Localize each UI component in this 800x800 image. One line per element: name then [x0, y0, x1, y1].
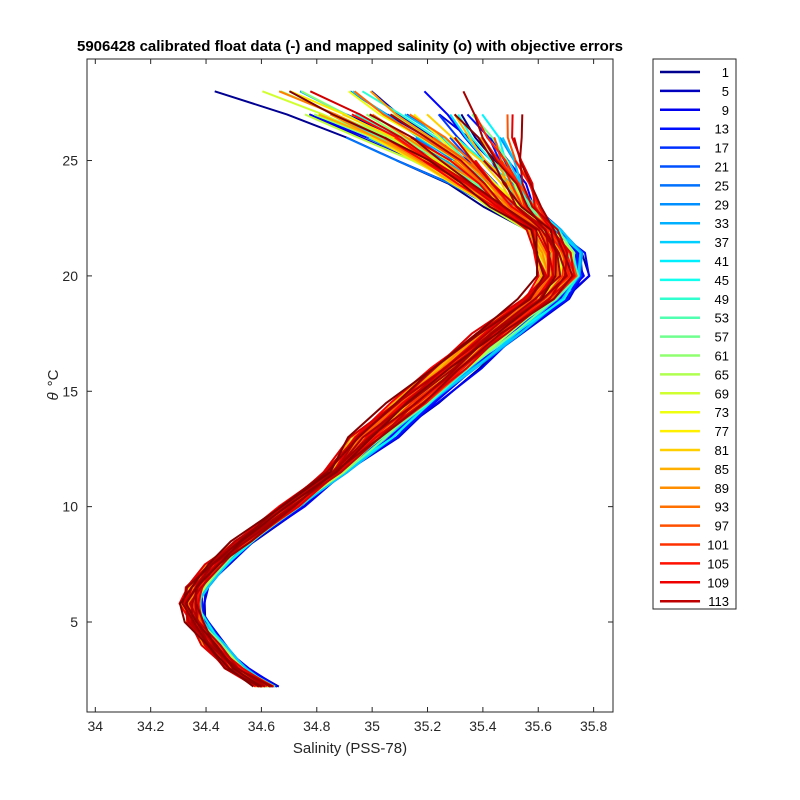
- legend-label: 49: [715, 292, 729, 307]
- legend-label: 37: [715, 235, 729, 250]
- legend-label: 85: [715, 462, 729, 477]
- legend-label: 25: [715, 178, 729, 193]
- x-tick-label: 34: [88, 718, 104, 734]
- legend-label: 33: [715, 216, 729, 231]
- legend-label: 13: [715, 122, 729, 137]
- legend-label: 109: [707, 575, 729, 590]
- legend-label: 57: [715, 330, 729, 345]
- y-axis-label-group: θ °C: [45, 369, 62, 400]
- legend-label: 1: [722, 65, 729, 80]
- legend-label: 53: [715, 311, 729, 326]
- legend-label: 93: [715, 500, 729, 515]
- legend-label: 89: [715, 481, 729, 496]
- legend-label: 69: [715, 386, 729, 401]
- y-axis-label: θ °C: [45, 369, 62, 400]
- profile-line: [179, 90, 539, 688]
- y-tick-label: 25: [62, 153, 78, 169]
- legend-label: 81: [715, 443, 729, 458]
- y-tick-label: 15: [62, 383, 78, 399]
- x-tick-label: 34.6: [248, 718, 275, 734]
- legend-label: 101: [707, 538, 729, 553]
- profile-line: [181, 113, 545, 688]
- legend-entries: 1 5 9 13 17 21 25 29 33 37 41 45 49 53 57 61 65 69 73 77 81 8…: [660, 65, 729, 609]
- x-tick-label: 35.4: [469, 718, 496, 734]
- legend-label: 41: [715, 254, 729, 269]
- legend-label: 21: [715, 160, 729, 175]
- legend-label: 105: [707, 556, 729, 571]
- y-tick-label: 20: [62, 268, 78, 284]
- legend: [652, 58, 737, 610]
- x-tick-label: 35.6: [525, 718, 552, 734]
- x-tick-label: 35.2: [414, 718, 441, 734]
- profile-line: [194, 90, 568, 688]
- plot-frame: [86, 58, 614, 713]
- x-tick-label: 34.8: [303, 718, 330, 734]
- chart-title: 5906428 calibrated float data (-) and ma…: [77, 38, 623, 55]
- x-tick-label: 34.2: [137, 718, 164, 734]
- legend-label: 77: [715, 424, 729, 439]
- profile-line: [197, 137, 579, 688]
- legend-label: 45: [715, 273, 729, 288]
- y-axis-label-symbol: θ: [45, 392, 62, 400]
- y-tick-label: 5: [70, 614, 78, 630]
- legend-label: 17: [715, 141, 729, 156]
- y-tick-label: 10: [62, 499, 78, 515]
- legend-label: 29: [715, 197, 729, 212]
- profile-line: [185, 113, 557, 688]
- y-axis-label-unit: °C: [45, 369, 62, 386]
- profile-lines: [178, 90, 591, 688]
- x-tick-label: 34.4: [192, 718, 219, 734]
- profile-line: [195, 114, 574, 688]
- x-tick-label: 35.8: [580, 718, 607, 734]
- legend-label: 65: [715, 367, 729, 382]
- legend-label: 61: [715, 349, 729, 364]
- legend-label: 73: [715, 405, 729, 420]
- legend-label: 5: [722, 84, 729, 99]
- x-axis-ticks: 34 34.2 34.4 34.6 34.8 35 35.2 35.4 35.6 35.8: [88, 59, 607, 734]
- legend-label: 97: [715, 519, 729, 534]
- x-tick-label: 35: [364, 718, 380, 734]
- x-axis-label: Salinity (PSS-78): [293, 740, 407, 757]
- profile-line: [189, 137, 569, 688]
- legend-label: 9: [722, 103, 729, 118]
- y-axis-ticks: 5 10 15 20 25: [62, 153, 613, 630]
- legend-label: 113: [708, 594, 729, 609]
